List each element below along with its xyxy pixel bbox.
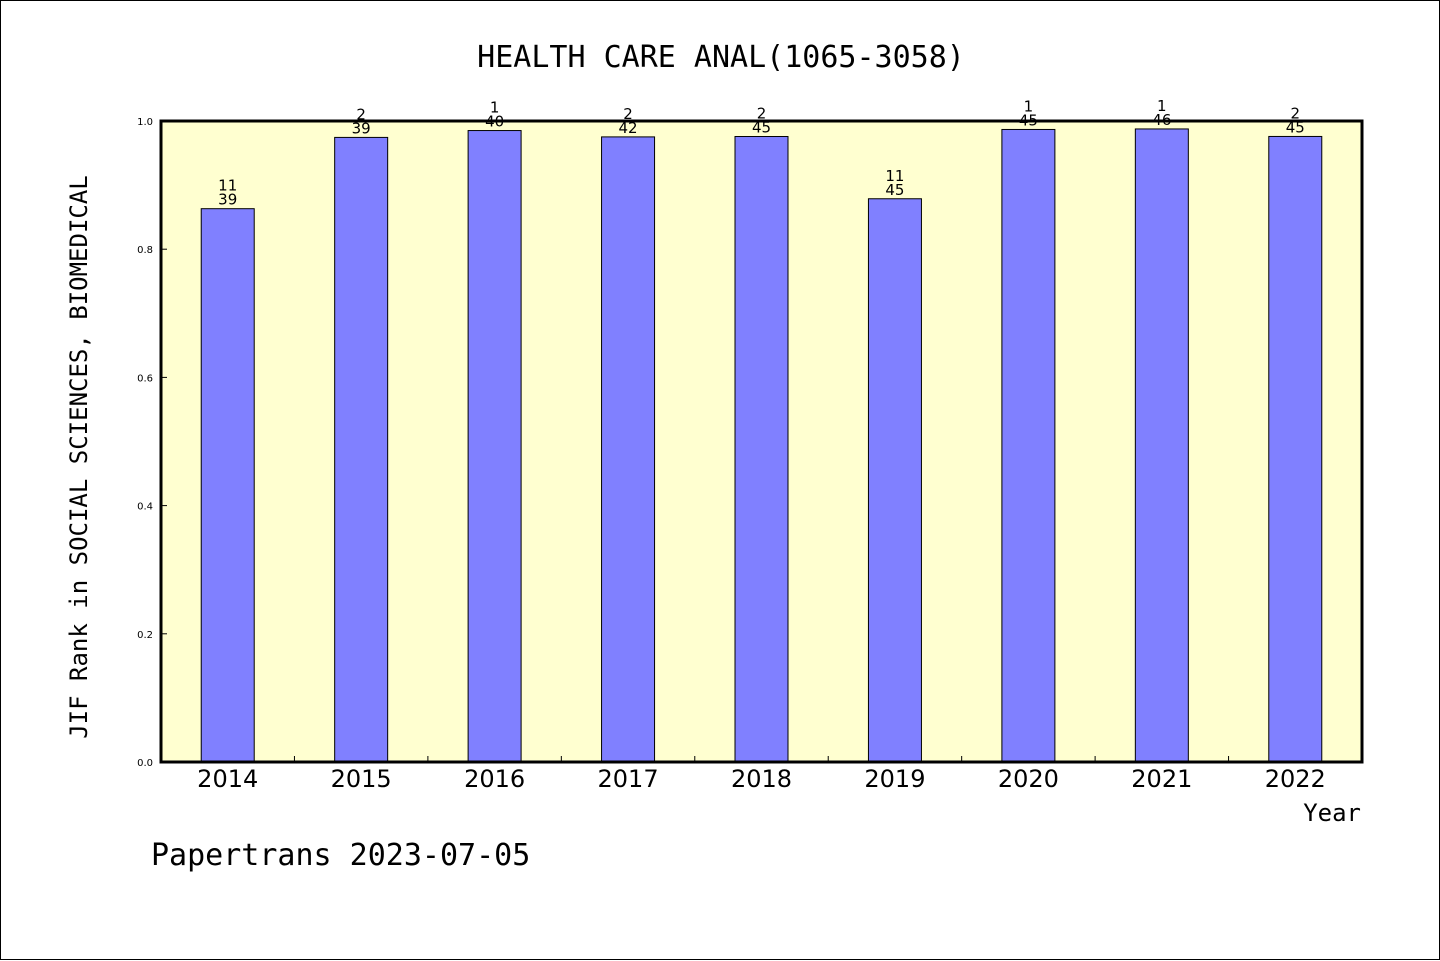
- x-tick-label: 2017: [598, 765, 659, 793]
- bar-total-label: 45: [752, 119, 771, 137]
- bar-rank-label: 1: [1024, 97, 1034, 115]
- x-tick-label: 2015: [331, 765, 392, 793]
- bar-rank-label: 11: [885, 167, 904, 185]
- bar-2014: [200, 208, 255, 763]
- bar-rank-label: 1: [1157, 97, 1167, 115]
- bar-2018: [734, 136, 789, 763]
- y-tick-label: 0.2: [137, 630, 153, 641]
- bar-2017: [601, 136, 656, 763]
- footer-watermark-text: Papertrans 2023-07-05: [151, 838, 530, 873]
- chart-title: HEALTH CARE ANAL(1065-3058): [477, 40, 965, 75]
- x-tick-label: 2014: [197, 765, 258, 793]
- bar-2022: [1268, 135, 1323, 763]
- bar-rank-label: 1: [490, 99, 500, 117]
- bar-total-label: 39: [352, 119, 371, 137]
- x-tick-label: 2022: [1265, 765, 1326, 793]
- bar-2015: [334, 136, 389, 763]
- bar-total-label: 42: [619, 119, 638, 137]
- bar-2020: [1001, 128, 1056, 763]
- bar-total-label: 45: [885, 181, 904, 199]
- x-tick-label: 2018: [731, 765, 792, 793]
- bar-rank-label: 2: [1291, 104, 1301, 122]
- y-axis-label: JIF Rank in SOCIAL SCIENCES, BIOMEDICAL: [65, 175, 93, 739]
- y-tick-label: 0.0: [137, 758, 153, 769]
- x-axis-label: Year: [1303, 799, 1361, 827]
- y-tick-label: 0.6: [137, 373, 153, 384]
- bar-rank-label: 2: [757, 105, 767, 123]
- bar-rank-label: 2: [356, 105, 366, 123]
- bar-rank-label: 11: [218, 177, 237, 195]
- y-tick-label: 0.4: [137, 502, 153, 513]
- y-tick-label: 1.0: [137, 117, 153, 128]
- bar-2021: [1134, 128, 1189, 763]
- bar-total-label: 45: [1286, 118, 1305, 136]
- bar-total-label: 39: [218, 191, 237, 209]
- y-tick-label: 0.8: [137, 245, 153, 256]
- x-tick-label: 2016: [464, 765, 525, 793]
- bars: [200, 128, 1323, 763]
- plot-border: [159, 119, 1364, 764]
- x-tick-label: 2020: [998, 765, 1059, 793]
- bar-2019: [867, 198, 922, 763]
- bar-2016: [467, 130, 522, 763]
- x-axis-ticks: 2014 2015 2016 2017 2018 2019 2020 2021 2022: [197, 756, 1326, 793]
- x-tick-label: 2019: [864, 765, 925, 793]
- bar-rank-label: 2: [623, 105, 633, 123]
- x-tick-label: 2021: [1131, 765, 1192, 793]
